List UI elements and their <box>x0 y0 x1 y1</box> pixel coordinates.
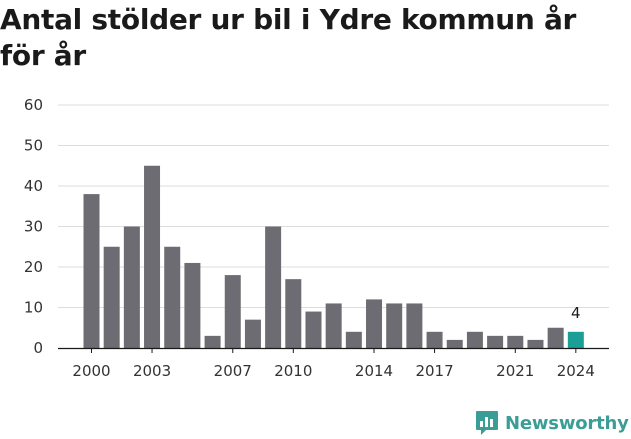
labels: 0 10 20 30 40 50 60 2000 2003 2007 2010 2014 2017 202… <box>24 96 609 380</box>
x-tick-label-2003: 2003 <box>133 362 171 380</box>
chart-title: Antal stölder ur bil i Ydre kommun år fö… <box>0 3 577 72</box>
bar-2002 <box>123 226 140 348</box>
bar-2023 <box>547 327 564 348</box>
bar-2000 <box>83 194 100 348</box>
bar-2015 <box>386 303 403 348</box>
brand-logo: Newsworthy <box>475 407 629 439</box>
x-tick-label-2014: 2014 <box>355 362 393 380</box>
y-tick-label-10: 10 <box>24 299 43 317</box>
y-tick-label-20: 20 <box>24 258 43 276</box>
bar-2009 <box>265 226 282 348</box>
x-tick-label-2024: 2024 <box>557 362 595 380</box>
bars <box>83 165 584 348</box>
y-tick-label-30: 30 <box>24 218 43 236</box>
bar-2001 <box>103 246 120 348</box>
bar-2019 <box>466 331 483 348</box>
bar-2010 <box>285 279 302 348</box>
bar-2024 <box>567 331 584 348</box>
bar-2018 <box>446 339 463 348</box>
bar-2003 <box>144 165 161 348</box>
x-tick-label-2007: 2007 <box>214 362 252 380</box>
y-tick-label-0: 0 <box>33 339 43 357</box>
bar-2013 <box>345 331 362 348</box>
brand-name: Newsworthy <box>505 412 629 434</box>
bar-2017 <box>426 331 443 348</box>
bar-2022 <box>527 339 544 348</box>
y-tick-label-50: 50 <box>24 137 43 155</box>
bar-2016 <box>406 303 423 348</box>
newsworthy-logo-icon <box>476 411 498 435</box>
bar-2014 <box>366 299 383 348</box>
data-label-2024: 4 <box>571 304 581 322</box>
bar-2006 <box>204 335 221 348</box>
bar-2020 <box>487 335 504 348</box>
bar-2004 <box>164 246 181 348</box>
bar-2007 <box>224 275 241 348</box>
bar-chart: 0 10 20 30 40 50 60 2000 2003 2007 2010 2014 2017 202… <box>24 96 609 380</box>
x-tick-label-2000: 2000 <box>72 362 110 380</box>
bar-2021 <box>507 335 524 348</box>
bar-2008 <box>244 319 261 348</box>
gridlines <box>58 104 609 308</box>
bar-2011 <box>305 311 322 348</box>
bar-2005 <box>184 262 201 348</box>
y-tick-label-60: 60 <box>24 96 43 114</box>
x-tick-label-2017: 2017 <box>415 362 453 380</box>
bar-2012 <box>325 303 342 348</box>
x-tick-label-2010: 2010 <box>274 362 312 380</box>
y-tick-label-40: 40 <box>24 177 43 195</box>
x-tick-label-2021: 2021 <box>496 362 534 380</box>
